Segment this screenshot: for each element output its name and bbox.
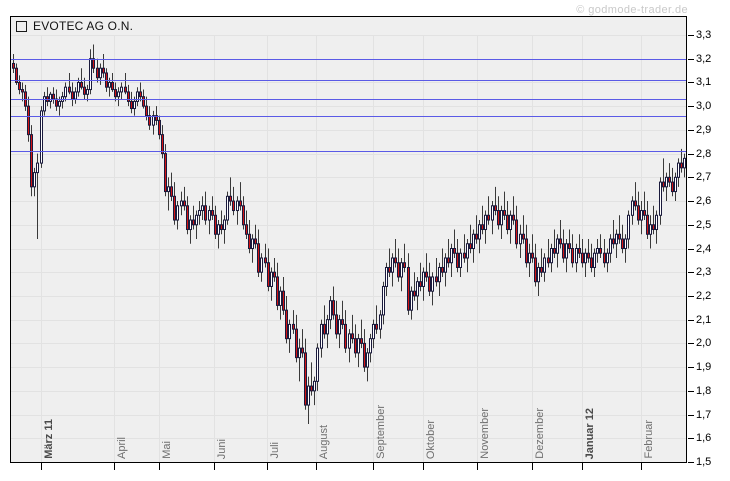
- price-tick-label: 2,8: [696, 147, 712, 160]
- chart-plot-area: März 11 April Mai Juni Juli August September Ok…: [11, 17, 686, 462]
- month-tick: [373, 463, 374, 470]
- price-tick-label: 2,6: [696, 195, 712, 208]
- month-label: Mai: [161, 441, 173, 459]
- price-axis: 3,3 3,2 3,1 3,0 2,9 2,8 2,7 2,6 2,5 2,4 2,3 2,2 2,1 2…: [688, 16, 730, 468]
- month-tick: [582, 463, 583, 470]
- price-tick-label: 3,3: [696, 29, 712, 41]
- month-tick: [532, 463, 533, 470]
- price-tick: [688, 272, 694, 274]
- price-tick-label: 2,9: [696, 123, 712, 136]
- month-tick: [159, 463, 160, 470]
- price-tick-label: 3,1: [696, 76, 712, 89]
- chart-title-bar: EVOTEC AG O.N.: [11, 17, 686, 35]
- price-tick-label: 2,0: [696, 337, 712, 350]
- watermark-godmode-trader: © godmode-trader.de: [576, 4, 688, 16]
- month-label: Dezember: [534, 408, 546, 459]
- price-tick-label: 2,3: [696, 266, 712, 279]
- month-label: Juni: [216, 438, 228, 459]
- price-tick-label: 2,5: [696, 218, 712, 231]
- month-tick: [423, 463, 424, 470]
- price-tick-label: 3,0: [696, 100, 712, 113]
- price-tick: [688, 106, 694, 108]
- month-label: März 11: [43, 419, 55, 459]
- price-tick: [688, 367, 694, 369]
- month-tick: [641, 463, 642, 470]
- month-label: Juli: [269, 442, 281, 459]
- price-tick-label: 2,1: [696, 313, 712, 326]
- price-tick: [688, 390, 694, 392]
- price-tick: [688, 201, 694, 203]
- price-tick: [688, 129, 694, 131]
- price-tick-label: 1,8: [696, 384, 712, 397]
- price-tick: [688, 224, 694, 226]
- month-label: Oktober: [425, 419, 437, 459]
- price-tick: [688, 153, 694, 155]
- price-tick-label: 2,2: [696, 289, 712, 302]
- month-label: Januar 12: [584, 407, 596, 459]
- time-axis: [11, 463, 687, 481]
- price-tick-label: 1,7: [696, 408, 712, 421]
- price-tick: [688, 177, 694, 179]
- price-tick-label: 1,9: [696, 361, 712, 374]
- price-tick: [688, 248, 694, 250]
- price-tick: [688, 438, 694, 440]
- month-tick: [267, 463, 268, 470]
- price-tick-label: 1,6: [696, 432, 712, 445]
- checkbox-empty-icon[interactable]: [16, 20, 27, 32]
- month-tick: [477, 463, 478, 470]
- price-tick: [688, 319, 694, 321]
- price-tick: [688, 462, 694, 463]
- month-label: April: [116, 436, 128, 459]
- price-tick: [688, 58, 694, 60]
- price-tick-label: 3,2: [696, 52, 712, 65]
- candlestick-svg: [11, 17, 686, 462]
- month-label: September: [375, 405, 387, 459]
- price-tick-label: 2,7: [696, 171, 712, 184]
- month-label: November: [479, 408, 491, 459]
- month-tick: [114, 463, 115, 470]
- month-tick: [316, 463, 317, 470]
- month-label: August: [318, 424, 330, 459]
- price-tick-label: 1,5: [696, 456, 712, 468]
- month-tick: [41, 463, 42, 470]
- price-tick: [688, 343, 694, 345]
- price-tick: [688, 35, 694, 36]
- price-tick: [688, 295, 694, 297]
- price-tick: [688, 82, 694, 84]
- month-tick: [214, 463, 215, 470]
- month-label: Februar: [643, 420, 655, 459]
- price-tick-label: 2,4: [696, 242, 712, 255]
- price-tick: [688, 414, 694, 416]
- instrument-title: EVOTEC AG O.N.: [33, 19, 134, 33]
